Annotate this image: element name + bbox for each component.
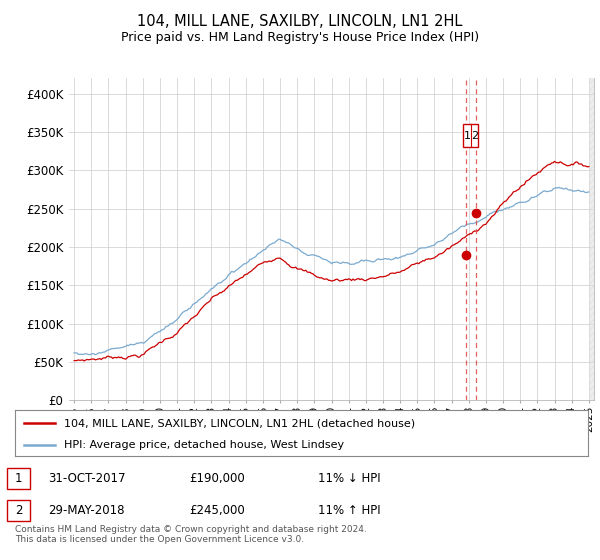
Text: 104, MILL LANE, SAXILBY, LINCOLN, LN1 2HL: 104, MILL LANE, SAXILBY, LINCOLN, LN1 2H… [137,14,463,29]
Text: HPI: Average price, detached house, West Lindsey: HPI: Average price, detached house, West… [64,440,344,450]
Text: £190,000: £190,000 [189,472,245,486]
FancyBboxPatch shape [463,124,478,147]
Text: 2: 2 [15,504,22,517]
Text: 1: 1 [15,472,22,486]
Text: £245,000: £245,000 [189,504,245,517]
Text: 2: 2 [471,131,478,141]
Text: 11% ↓ HPI: 11% ↓ HPI [318,472,380,486]
Text: 31-OCT-2017: 31-OCT-2017 [48,472,125,486]
Text: 11% ↑ HPI: 11% ↑ HPI [318,504,380,517]
Text: 1: 1 [464,131,470,141]
Text: 29-MAY-2018: 29-MAY-2018 [48,504,125,517]
Text: Contains HM Land Registry data © Crown copyright and database right 2024.
This d: Contains HM Land Registry data © Crown c… [15,525,367,544]
Text: 104, MILL LANE, SAXILBY, LINCOLN, LN1 2HL (detached house): 104, MILL LANE, SAXILBY, LINCOLN, LN1 2H… [64,418,415,428]
Text: Price paid vs. HM Land Registry's House Price Index (HPI): Price paid vs. HM Land Registry's House … [121,31,479,44]
